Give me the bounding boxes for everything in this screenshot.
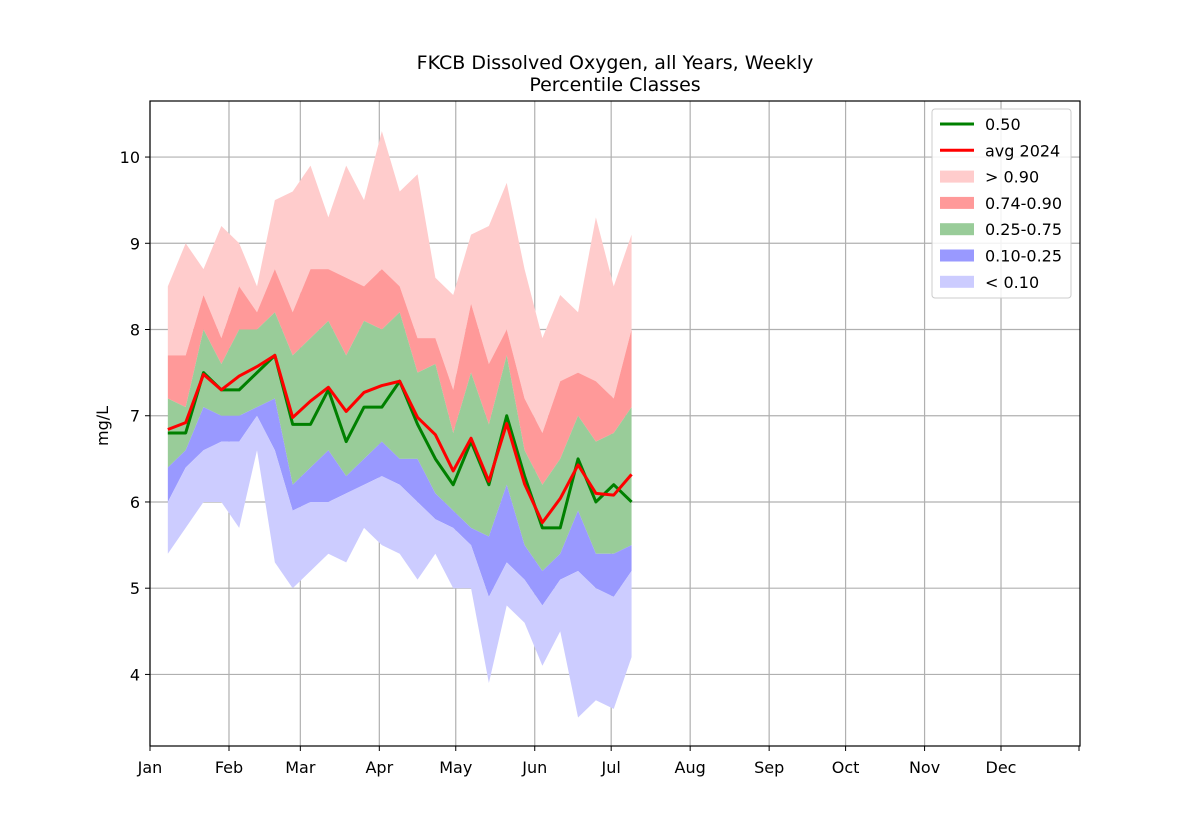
band--0-10 xyxy=(167,415,632,718)
x-tick-label: Jun xyxy=(521,758,547,777)
x-tick-label: Jul xyxy=(601,758,621,777)
y-tick-label: 9 xyxy=(130,234,140,253)
chart-title-line1: FKCB Dissolved Oxygen, all Years, Weekly xyxy=(417,52,814,74)
legend-label: < 0.10 xyxy=(985,273,1039,292)
x-tick-label: Dec xyxy=(986,758,1017,777)
y-tick-label: 8 xyxy=(130,321,140,340)
legend-label: avg 2024 xyxy=(985,141,1060,160)
x-tick-label: Jan xyxy=(137,758,163,777)
plot-area xyxy=(149,101,1080,746)
x-tick-label: Aug xyxy=(675,758,706,777)
band-0-25-0-75 xyxy=(167,312,632,571)
y-tick-label: 7 xyxy=(130,407,140,426)
y-axis-label: mg/L xyxy=(93,406,112,446)
band-0-74-0-90 xyxy=(167,269,632,485)
y-tick-label: 4 xyxy=(130,665,140,684)
x-tick-label: Feb xyxy=(215,758,243,777)
legend-swatch-patch xyxy=(940,223,974,236)
legend-label: 0.50 xyxy=(985,115,1021,134)
legend: 0.50 avg 2024 > 0.90 0.74-0.90 0.25-0.75 0.10… xyxy=(931,108,1072,299)
x-tick-label: Nov xyxy=(909,758,940,777)
y-tick-label: 6 xyxy=(130,493,140,512)
y-tick-label: 10 xyxy=(120,148,140,167)
x-tick-label: Mar xyxy=(285,758,316,777)
legend-label: > 0.90 xyxy=(985,168,1039,187)
band--0-90 xyxy=(167,131,632,433)
axes: 4 5 6 7 8 9 10 Jan Feb Mar Apr May Jun Jul Aug Sep Oct No… xyxy=(120,100,1081,777)
y-tick-label: 5 xyxy=(130,579,140,598)
legend-label: 0.74-0.90 xyxy=(985,194,1062,213)
series-line-avg-2024 xyxy=(167,353,633,525)
legend-label: 0.10-0.25 xyxy=(985,247,1062,266)
x-tick-label: Apr xyxy=(365,758,393,777)
legend-swatch-patch xyxy=(940,249,974,262)
legend-swatch-patch xyxy=(940,170,974,183)
legend-swatch-patch xyxy=(940,275,974,288)
x-tick-label: Oct xyxy=(832,758,860,777)
legend-label: 0.25-0.75 xyxy=(985,220,1062,239)
x-tick-label: Sep xyxy=(754,758,784,777)
axes-frame xyxy=(149,100,1081,747)
chart-title-line2: Percentile Classes xyxy=(529,74,700,96)
band-0-10-0-25 xyxy=(167,398,632,606)
legend-swatch-patch xyxy=(940,196,974,209)
x-tick-label: May xyxy=(439,758,472,777)
